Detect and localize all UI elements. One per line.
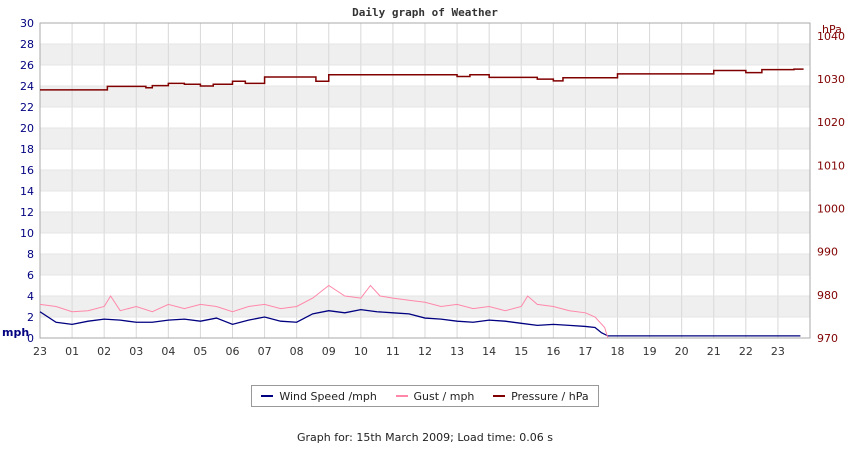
- y-right-tick-label: 1000: [817, 203, 845, 216]
- series-line-pressure: [40, 68, 804, 91]
- x-tick-label: 17: [578, 345, 592, 358]
- y-right-unit-label: hPa: [822, 23, 842, 36]
- y-left-tick-label: 16: [20, 164, 34, 177]
- footer-text: Graph for: 15th March 2009; Load time: 0…: [296, 431, 554, 444]
- legend-item-gust: Gust / mph: [395, 389, 475, 403]
- y-left-tick-label: 8: [27, 248, 34, 261]
- legend-item-wind: Wind Speed /mph: [261, 390, 377, 403]
- x-tick-label: 23: [771, 345, 785, 358]
- y-left-tick-label: 18: [20, 143, 34, 156]
- y-left-tick-label: 24: [20, 80, 34, 93]
- x-tick-label: 22: [739, 345, 753, 358]
- x-tick-label: 12: [418, 345, 432, 358]
- y-left-tick-label: 12: [20, 206, 34, 219]
- x-tick-label: 04: [161, 345, 175, 358]
- x-tick-label: 06: [226, 345, 240, 358]
- y-left-unit-label: mph: [2, 326, 29, 339]
- legend-item-pressure: Pressure / hPa: [493, 390, 589, 403]
- x-tick-label: 23: [33, 345, 47, 358]
- y-left-tick-label: 28: [20, 38, 34, 51]
- plot-border: [39, 22, 811, 339]
- x-tick-label: 15: [514, 345, 528, 358]
- x-tick-label: 20: [675, 345, 689, 358]
- legend-label-gust: Gust / mph: [413, 389, 475, 403]
- x-tick-label: 16: [546, 345, 560, 358]
- y-left-tick-label: 2: [27, 311, 34, 324]
- x-tick-label: 18: [611, 345, 625, 358]
- legend-swatch-gust: [395, 395, 408, 397]
- y-left-tick-label: 10: [20, 227, 34, 240]
- y-left-tick-label: 14: [20, 185, 34, 198]
- x-tick-label: 21: [707, 345, 721, 358]
- chart-legend: Wind Speed /mph Gust / mph Pressure / hP…: [251, 385, 599, 407]
- x-tick-label: 08: [290, 345, 304, 358]
- x-tick-label: 09: [322, 345, 336, 358]
- y-right-tick-label: 1020: [817, 116, 845, 129]
- x-tick-label: 19: [643, 345, 657, 358]
- y-left-tick-label: 20: [20, 122, 34, 135]
- y-right-tick-label: 990: [817, 246, 838, 259]
- y-left-tick-label: 6: [27, 269, 34, 282]
- series-line-gust: [39, 284, 609, 339]
- legend-swatch-wind: [261, 395, 274, 397]
- x-tick-label: 13: [450, 345, 464, 358]
- y-left-tick-label: 26: [20, 59, 34, 72]
- legend-swatch-pressure: [493, 395, 506, 397]
- x-tick-label: 05: [193, 345, 207, 358]
- y-left-tick-label: 4: [27, 290, 34, 303]
- y-right-tick-label: 970: [817, 332, 838, 345]
- x-tick-label: 10: [354, 345, 368, 358]
- x-tick-label: 14: [482, 345, 496, 358]
- legend-label-pressure: Pressure / hPa: [511, 389, 589, 403]
- y-right-tick-label: 1040: [817, 30, 845, 43]
- x-tick-label: 03: [129, 345, 143, 358]
- series-line-wind-speed: [39, 308, 801, 337]
- y-left-tick-label: 22: [20, 101, 34, 114]
- y-right-tick-label: 1030: [817, 73, 845, 86]
- y-left-tick-label: 0: [27, 332, 34, 345]
- x-tick-label: 07: [258, 345, 272, 358]
- y-right-tick-label: 1010: [817, 159, 845, 172]
- x-tick-label: 11: [386, 345, 400, 358]
- x-tick-label: 02: [97, 345, 111, 358]
- y-left-tick-label: 30: [20, 17, 34, 30]
- y-right-tick-label: 980: [817, 289, 838, 302]
- legend-label-wind: Wind Speed /mph: [279, 389, 377, 403]
- chart-title: Daily graph of Weather: [352, 6, 498, 19]
- x-tick-label: 01: [65, 345, 79, 358]
